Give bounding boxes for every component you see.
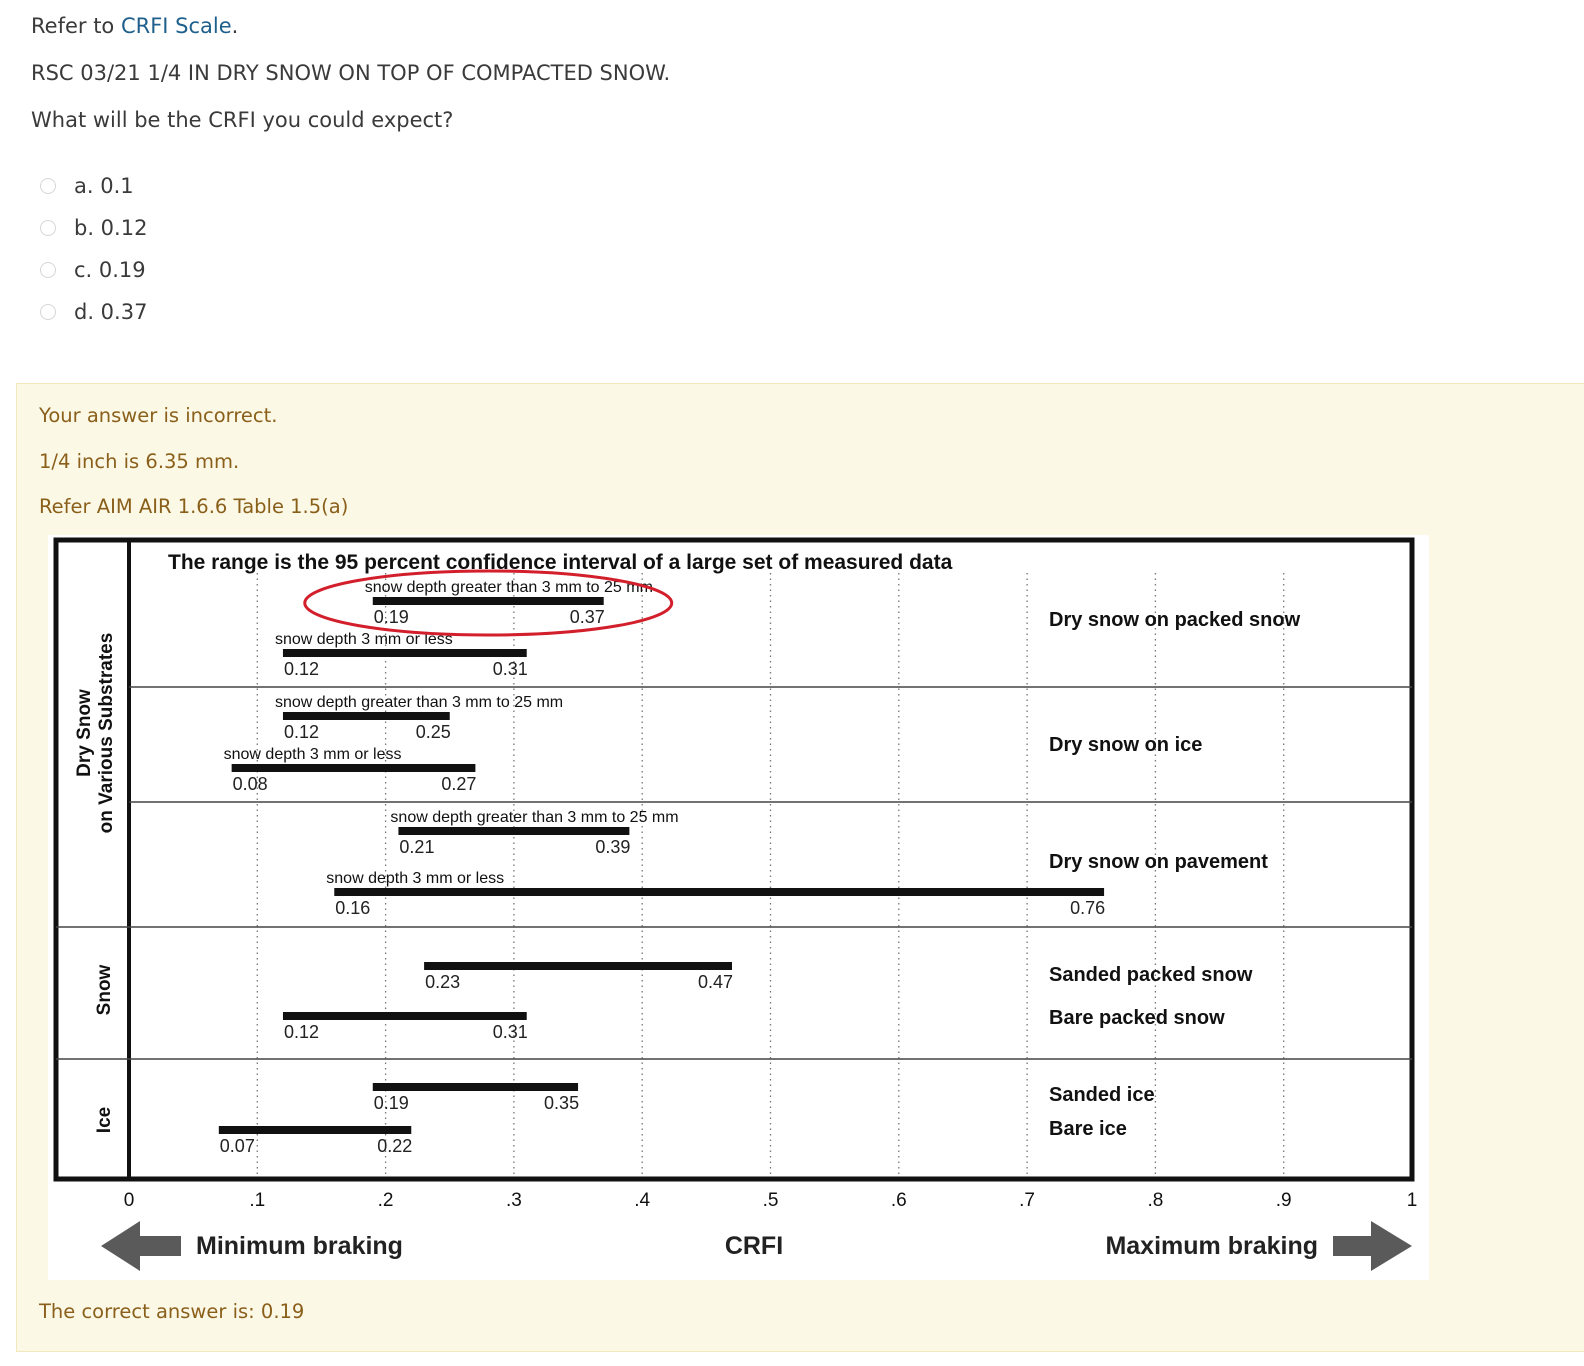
bar-min-label: 0.07 <box>220 1136 255 1156</box>
min-braking-label: Minimum braking <box>196 1232 403 1260</box>
answer-label: d. 0.37 <box>74 300 148 324</box>
bar-max-label: 0.35 <box>544 1093 579 1113</box>
bar-description: snow depth greater than 3 mm to 25 mm <box>390 809 678 826</box>
bar-description: snow depth 3 mm or less <box>326 870 504 887</box>
bar-description: snow depth greater than 3 mm to 25 mm <box>275 694 563 711</box>
row-label: Sanded ice <box>1049 1084 1155 1106</box>
x-axis-label: CRFI <box>725 1232 783 1260</box>
bar-description: snow depth 3 mm or less <box>224 746 402 763</box>
bar-max-label: 0.22 <box>377 1136 412 1156</box>
feedback-status: Your answer is incorrect. <box>39 404 278 427</box>
x-tick-label: .9 <box>1276 1190 1292 1211</box>
group-label: Ice <box>94 1107 115 1133</box>
row-label: Dry snow on pavement <box>1049 851 1268 873</box>
bar-description: snow depth greater than 3 mm to 25 mm <box>365 579 653 596</box>
group-label: Dry Snow <box>74 689 95 777</box>
radio-button[interactable] <box>40 262 56 278</box>
left-arrow-icon <box>101 1221 181 1271</box>
bar-max-label: 0.31 <box>493 1022 528 1042</box>
bar-min-label: 0.12 <box>284 659 319 679</box>
refer-prefix: Refer to <box>31 14 121 38</box>
row-label: Bare ice <box>1049 1118 1127 1140</box>
answer-option-d[interactable]: d. 0.37 <box>40 294 147 330</box>
bar-max-label: 0.47 <box>698 972 733 992</box>
radio-button[interactable] <box>40 178 56 194</box>
row-label: Dry snow on ice <box>1049 734 1202 756</box>
x-tick-label: .4 <box>634 1190 650 1211</box>
question-prompt: What will be the CRFI you could expect? <box>31 108 454 132</box>
chart-title: The range is the 95 percent confidence i… <box>168 551 953 574</box>
bar-min-label: 0.08 <box>233 774 268 794</box>
crfi-chart: The range is the 95 percent confidence i… <box>48 535 1429 1280</box>
answer-option-b[interactable]: b. 0.12 <box>40 210 147 246</box>
x-tick-label: .7 <box>1019 1190 1035 1211</box>
answer-option-c[interactable]: c. 0.19 <box>40 252 146 288</box>
bar-max-label: 0.31 <box>493 659 528 679</box>
feedback-conversion: 1/4 inch is 6.35 mm. <box>39 450 240 473</box>
row-label: Dry snow on packed snow <box>1049 609 1301 631</box>
x-tick-label: .1 <box>249 1190 265 1211</box>
range-bar <box>282 1012 527 1020</box>
bar-max-label: 0.27 <box>441 774 476 794</box>
row-label: Bare packed snow <box>1049 1007 1225 1029</box>
bar-min-label: 0.19 <box>374 607 409 627</box>
range-bar <box>372 597 604 605</box>
chart-frame <box>53 537 1415 1182</box>
bar-max-label: 0.25 <box>416 722 451 742</box>
radio-button[interactable] <box>40 220 56 236</box>
x-tick-label: .8 <box>1147 1190 1163 1211</box>
refer-suffix: . <box>231 14 239 38</box>
bar-min-label: 0.12 <box>284 1022 319 1042</box>
x-tick-label: .2 <box>378 1190 394 1211</box>
bar-min-label: 0.21 <box>399 837 434 857</box>
range-bar <box>282 649 527 657</box>
feedback-correct-answer: The correct answer is: 0.19 <box>39 1300 305 1323</box>
range-bar <box>334 888 1105 896</box>
range-bar <box>218 1126 412 1134</box>
answer-label: c. 0.19 <box>74 258 146 282</box>
bar-min-label: 0.19 <box>374 1093 409 1113</box>
x-tick-label: .5 <box>763 1190 779 1211</box>
max-braking-label: Maximum braking <box>1105 1232 1318 1260</box>
x-tick-label: 0 <box>124 1190 135 1211</box>
group-label: on Various Substrates <box>96 633 117 834</box>
answer-option-a[interactable]: a. 0.1 <box>40 168 134 204</box>
bar-min-label: 0.12 <box>284 722 319 742</box>
radio-button[interactable] <box>40 304 56 320</box>
bar-max-label: 0.76 <box>1070 898 1105 918</box>
feedback-reference: Refer AIM AIR 1.6.6 Table 1.5(a) <box>39 495 349 518</box>
bar-max-label: 0.37 <box>570 607 605 627</box>
range-bar <box>424 962 733 970</box>
highlight-ellipse <box>303 569 674 637</box>
range-bar <box>372 1083 579 1091</box>
bar-min-label: 0.16 <box>335 898 370 918</box>
range-bar <box>282 712 450 720</box>
right-arrow-icon <box>1333 1221 1412 1271</box>
x-tick-label: 1 <box>1407 1190 1418 1211</box>
crfi-chart-svg: The range is the 95 percent confidence i… <box>53 537 1418 1271</box>
answer-label: b. 0.12 <box>74 216 148 240</box>
range-bar <box>231 764 476 772</box>
answer-label: a. 0.1 <box>74 174 134 198</box>
group-label: Snow <box>94 964 115 1015</box>
rsc-text: RSC 03/21 1/4 IN DRY SNOW ON TOP OF COMP… <box>31 61 671 85</box>
range-bar <box>398 827 630 835</box>
refer-line: Refer to CRFI Scale. <box>31 14 238 38</box>
x-tick-label: .3 <box>506 1190 522 1211</box>
bar-min-label: 0.23 <box>425 972 460 992</box>
bar-max-label: 0.39 <box>595 837 630 857</box>
row-label: Sanded packed snow <box>1049 964 1253 986</box>
x-tick-label: .6 <box>891 1190 907 1211</box>
crfi-scale-link[interactable]: CRFI Scale <box>120 14 232 38</box>
bar-description: snow depth 3 mm or less <box>275 631 453 648</box>
